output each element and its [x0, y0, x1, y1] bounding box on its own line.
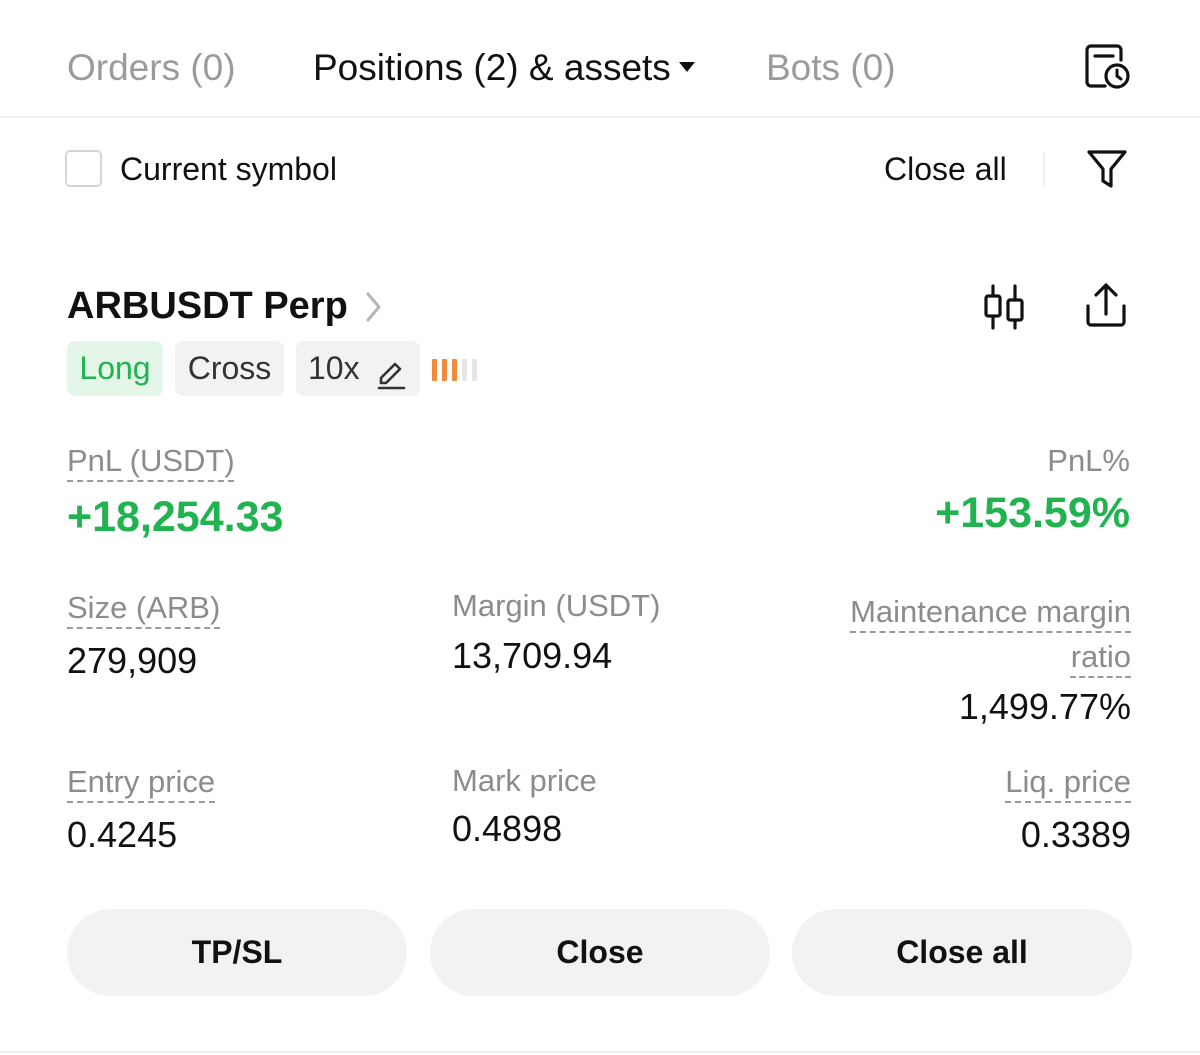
chevron-right-icon[interactable] — [364, 290, 384, 324]
pnl-percent-value: +153.59% — [935, 489, 1130, 537]
tab-bots[interactable]: Bots (0) — [766, 47, 896, 88]
position-symbol[interactable]: ARBUSDT Perp — [67, 285, 348, 327]
close-button[interactable]: Close — [430, 909, 770, 996]
tab-positions-assets[interactable]: Positions (2) & assets — [313, 46, 695, 90]
risk-level-bar — [472, 359, 477, 381]
caret-down-icon — [678, 62, 695, 73]
maintenance-margin-ratio-label[interactable]: Maintenance margin ratio — [850, 589, 1131, 679]
margin-value: 13,709.94 — [452, 635, 613, 676]
risk-level-bar — [452, 359, 457, 381]
risk-level-bar — [462, 359, 467, 381]
current-symbol-checkbox[interactable] — [65, 150, 102, 187]
close-all-positions-link[interactable]: Close all — [884, 151, 1007, 187]
mmr-label-line1: Maintenance margin — [850, 594, 1131, 629]
leverage-badge[interactable]: 10x — [296, 341, 420, 396]
share-icon[interactable] — [1083, 282, 1129, 330]
side-badge: Long — [67, 341, 163, 396]
filter-funnel-icon[interactable] — [1085, 147, 1129, 191]
mark-price-label: Mark price — [452, 763, 597, 798]
tab-bar: Orders (0) Positions (2) & assets Bots (… — [0, 0, 1200, 118]
pencil-icon — [375, 353, 407, 390]
margin-label: Margin (USDT) — [452, 588, 661, 623]
pnl-label[interactable]: PnL (USDT) — [67, 443, 235, 478]
leverage-value: 10x — [308, 350, 360, 386]
maintenance-margin-ratio-value: 1,499.77% — [958, 686, 1131, 727]
risk-level-bar — [432, 359, 437, 381]
size-label[interactable]: Size (ARB) — [67, 590, 221, 625]
risk-level-indicator — [432, 359, 488, 381]
history-clock-icon[interactable] — [1083, 42, 1131, 92]
mark-price-value: 0.4898 — [452, 808, 563, 849]
close-all-button[interactable]: Close all — [792, 909, 1132, 996]
liq-price-value: 0.3389 — [1020, 814, 1131, 855]
tab-orders[interactable]: Orders (0) — [67, 47, 236, 88]
mmr-label-line2: ratio — [1070, 639, 1131, 674]
bottom-divider — [0, 1051, 1200, 1053]
liq-price-label[interactable]: Liq. price — [1005, 764, 1131, 799]
current-symbol-label[interactable]: Current symbol — [120, 151, 337, 187]
tpsl-button[interactable]: TP/SL — [67, 909, 407, 996]
entry-price-value: 0.4245 — [67, 814, 178, 855]
pnl-value: +18,254.33 — [67, 493, 284, 541]
size-value: 279,909 — [67, 640, 198, 681]
risk-level-bar — [442, 359, 447, 381]
margin-mode-badge: Cross — [175, 341, 284, 396]
tab-positions-label: Positions (2) & assets — [313, 47, 671, 88]
divider — [1043, 152, 1045, 186]
entry-price-label[interactable]: Entry price — [67, 764, 216, 799]
candlestick-chart-icon[interactable] — [981, 282, 1027, 332]
pnl-percent-label: PnL% — [1047, 443, 1130, 478]
